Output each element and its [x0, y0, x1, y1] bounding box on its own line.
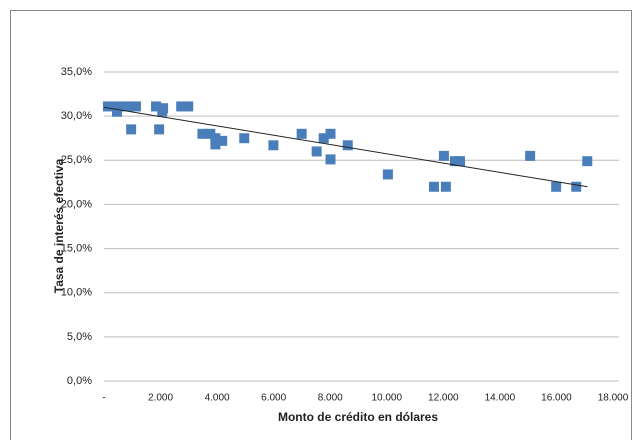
data-point — [111, 101, 122, 112]
data-point — [311, 146, 322, 157]
data-point — [325, 154, 336, 165]
x-tick-label: 6.000 — [261, 393, 286, 404]
data-point — [102, 101, 113, 112]
x-tick-label: 2.000 — [148, 393, 173, 404]
data-point — [205, 128, 216, 139]
data-point — [157, 106, 168, 117]
data-point — [382, 169, 393, 180]
data-point — [440, 181, 451, 192]
data-point — [151, 101, 162, 112]
data-point — [525, 150, 536, 161]
x-tick-label: 12.000 — [428, 393, 459, 404]
data-point — [582, 156, 593, 167]
data-point — [183, 101, 194, 112]
data-point — [197, 128, 208, 139]
x-tick-label: 14.000 — [485, 393, 516, 404]
data-point — [325, 128, 336, 139]
data-point — [176, 101, 187, 112]
data-point — [130, 101, 141, 112]
data-point — [239, 133, 250, 144]
y-tick-label: 25,0% — [61, 154, 92, 166]
y-tick-label: 35,0% — [61, 66, 92, 78]
data-point — [154, 124, 165, 135]
data-point — [438, 150, 449, 161]
data-point — [429, 181, 440, 192]
x-tick-label: 4.000 — [205, 393, 230, 404]
data-point — [119, 101, 130, 112]
y-tick-label: 20,0% — [61, 198, 92, 210]
data-point — [318, 133, 329, 144]
data-point — [126, 124, 137, 135]
y-tick-label: 30,0% — [61, 110, 92, 122]
data-point — [296, 128, 307, 139]
data-point — [342, 140, 353, 151]
y-tick-label: 15,0% — [61, 242, 92, 254]
x-tick-label: 16.000 — [541, 393, 572, 404]
data-point — [217, 135, 228, 146]
chart-frame — [10, 10, 632, 440]
data-point — [455, 156, 466, 167]
data-point — [551, 181, 562, 192]
x-axis-title: Monto de crédito en dólares — [278, 410, 438, 424]
x-tick-label: 10.000 — [371, 393, 402, 404]
data-point — [571, 181, 582, 192]
x-tick-label: - — [102, 393, 105, 404]
x-tick-label: 18.000 — [598, 393, 629, 404]
y-tick-label: 5,0% — [67, 331, 92, 343]
data-point — [268, 140, 279, 151]
trendline — [103, 106, 588, 188]
y-axis-title: Tasa de interés efectiva — [52, 158, 66, 293]
y-tick-label: 10,0% — [61, 287, 92, 299]
x-tick-label: 8.000 — [318, 393, 343, 404]
data-point — [210, 139, 221, 150]
data-point — [210, 133, 221, 144]
y-tick-label: 0,0% — [67, 375, 92, 387]
data-point — [112, 106, 123, 117]
data-point — [449, 156, 460, 167]
